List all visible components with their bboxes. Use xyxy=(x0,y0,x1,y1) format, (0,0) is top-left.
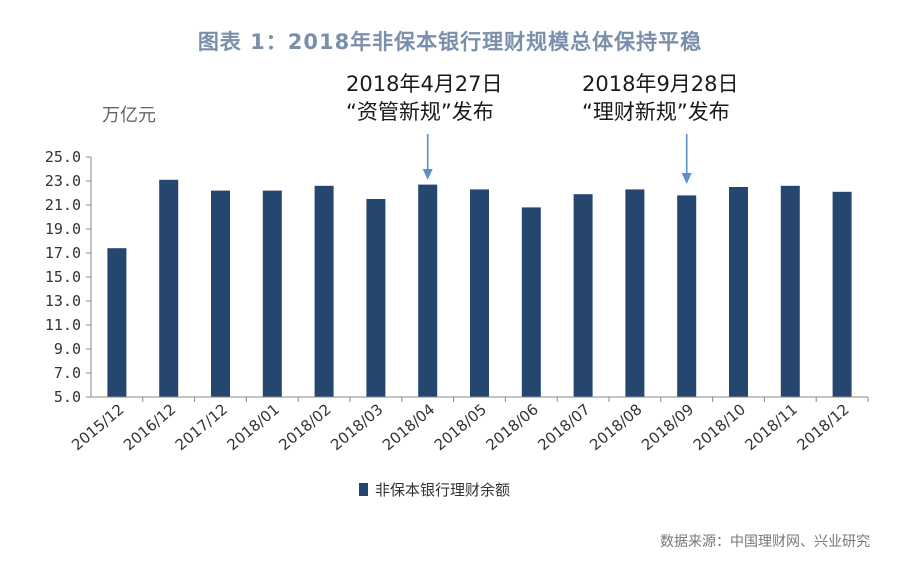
x-tick-label: 2018/03 xyxy=(327,400,386,454)
x-tick-label: 2018/07 xyxy=(534,400,593,454)
y-tick-label: 13.0 xyxy=(45,292,81,310)
y-axis-unit-label: 万亿元 xyxy=(102,105,156,126)
chart-title: 图表 1：2018年非保本银行理财规模总体保持平稳 xyxy=(197,30,703,54)
legend-swatch xyxy=(359,483,368,496)
x-tick-label: 2018/12 xyxy=(793,400,852,454)
bar-2018-12 xyxy=(832,191,852,397)
bar-2016-12 xyxy=(159,179,179,397)
x-tick-label: 2017/12 xyxy=(172,400,231,454)
bar-2018-08 xyxy=(625,189,645,397)
x-tick-label: 2018/10 xyxy=(690,400,749,454)
annotation-wealth-mgmt-text: “理财新规”发布 xyxy=(582,100,730,124)
annotation-asset-mgmt-text: “资管新规”发布 xyxy=(346,100,494,124)
annotation-arrow-head xyxy=(681,173,692,184)
bar-2018-06 xyxy=(521,207,541,397)
x-tick-label: 2018/01 xyxy=(224,400,283,454)
annotation-asset-mgmt-rule: 2018年4月27日 “资管新规”发布 xyxy=(346,70,503,126)
source-note: 数据来源：中国理财网、兴业研究 xyxy=(660,534,870,550)
bar-2018-02 xyxy=(314,185,334,397)
x-tick-label: 2016/12 xyxy=(120,400,179,454)
annotation-asset-mgmt-date: 2018年4月27日 xyxy=(346,72,503,96)
x-tick-label: 2018/11 xyxy=(742,400,801,454)
x-tick-label: 2018/02 xyxy=(275,400,334,454)
y-tick-label: 19.0 xyxy=(45,220,81,238)
x-tick-label: 2018/08 xyxy=(586,400,645,454)
y-tick-label: 9.0 xyxy=(54,340,81,358)
bar-2018-07 xyxy=(573,194,593,397)
y-tick-label: 21.0 xyxy=(45,196,81,214)
bar-2018-04 xyxy=(418,184,438,397)
bar-2018-09 xyxy=(677,195,697,397)
bar-2018-01 xyxy=(262,190,282,397)
bar-2018-05 xyxy=(470,189,489,397)
bar-2017-12 xyxy=(211,190,230,397)
y-tick-label: 11.0 xyxy=(45,316,81,334)
y-axis: 5.0 7.0 9.0 11.0 13.0 15.0 17.0 19.0 21.0 23.0 25.… xyxy=(45,148,92,406)
y-tick-label: 23.0 xyxy=(45,172,81,190)
x-tick-label: 2018/09 xyxy=(638,400,697,454)
y-tick-label: 7.0 xyxy=(54,364,81,382)
bar-2015-12 xyxy=(107,248,127,397)
legend: 非保本银行理财余额 xyxy=(359,481,510,499)
bar-2018-11 xyxy=(780,185,800,397)
x-axis: 2015/122016/122017/122018/012018/022018/… xyxy=(68,396,869,454)
annotation-arrows xyxy=(422,134,692,184)
y-tick-label: 25.0 xyxy=(45,148,81,166)
annotation-wealth-mgmt-rule: 2018年9月28日 “理财新规”发布 xyxy=(582,70,739,126)
x-tick-label: 2018/05 xyxy=(431,400,490,454)
bar-2018-10 xyxy=(729,187,748,397)
y-tick-label: 17.0 xyxy=(45,244,81,262)
bar-2018-03 xyxy=(366,199,386,397)
legend-label: 非保本银行理财余额 xyxy=(375,481,510,499)
x-tick-label: 2015/12 xyxy=(68,400,127,454)
bars xyxy=(107,179,852,397)
x-tick-label: 2018/06 xyxy=(483,400,542,454)
x-tick-label: 2018/04 xyxy=(379,400,438,454)
annotation-arrow-head xyxy=(422,169,433,180)
annotation-wealth-mgmt-date: 2018年9月28日 xyxy=(582,72,739,96)
y-tick-label: 5.0 xyxy=(54,388,81,406)
y-tick-label: 15.0 xyxy=(45,268,81,286)
